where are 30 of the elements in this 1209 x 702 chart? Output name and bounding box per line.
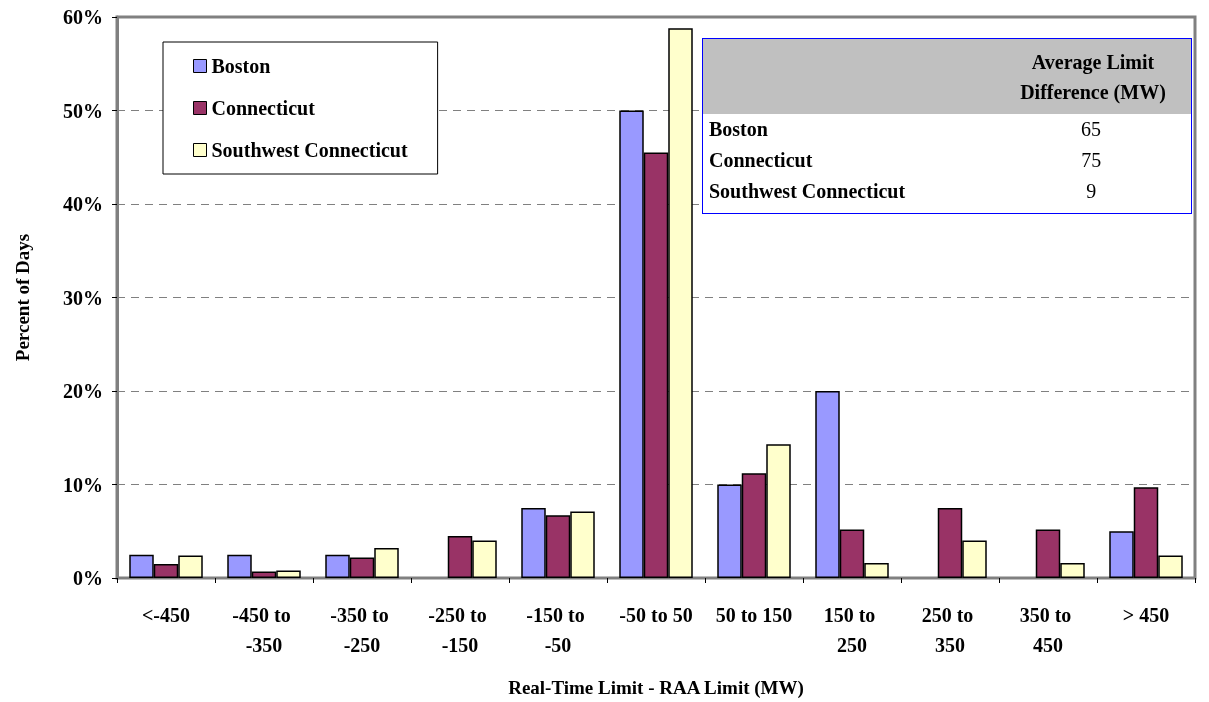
x-tick-label: -250 to -150 <box>428 604 492 656</box>
x-tick-label: > 450 <box>1122 604 1170 626</box>
y-tick-label: 10% <box>63 473 103 496</box>
y-tick-label: 30% <box>63 286 103 309</box>
y-tick-label: 60% <box>63 6 103 28</box>
y-tick-label: 20% <box>63 380 103 402</box>
annotation: Average Limit Difference (MW) <box>1019 50 1167 106</box>
annotation: 65 <box>1080 118 1101 140</box>
x-tick-label: 150 to 250 <box>823 604 881 656</box>
legend-label: Southwest Connecticut <box>211 139 408 161</box>
y-axis-title: Percent of Days <box>12 233 33 362</box>
x-axis-title: Real-Time Limit - RAA Limit (MW) <box>508 677 804 699</box>
legend-label: Boston <box>211 55 271 77</box>
x-tick-label: -50 to 50 <box>619 604 693 626</box>
legend-label: Connecticut <box>211 97 316 119</box>
annotation: Connecticut <box>709 149 813 171</box>
y-tick-label: 50% <box>63 99 103 122</box>
x-tick-label: -450 to -350 <box>232 604 296 656</box>
x-tick-label: 250 to 350 <box>921 604 979 656</box>
x-tick-label: 350 to 450 <box>1019 604 1077 656</box>
y-tick-label: 40% <box>63 193 103 215</box>
x-tick-label: 50 to 150 <box>715 604 793 626</box>
annotation: Boston <box>709 118 768 140</box>
x-tick-label: <-450 <box>141 604 191 626</box>
x-tick-label: -150 to -50 <box>526 604 590 656</box>
annotation: 9 <box>1086 180 1097 202</box>
y-tick-label: 0% <box>73 567 103 589</box>
x-tick-label: -350 to -250 <box>330 604 394 656</box>
annotation: Southwest Connecticut <box>709 180 906 202</box>
annotation: 75 <box>1081 149 1102 171</box>
